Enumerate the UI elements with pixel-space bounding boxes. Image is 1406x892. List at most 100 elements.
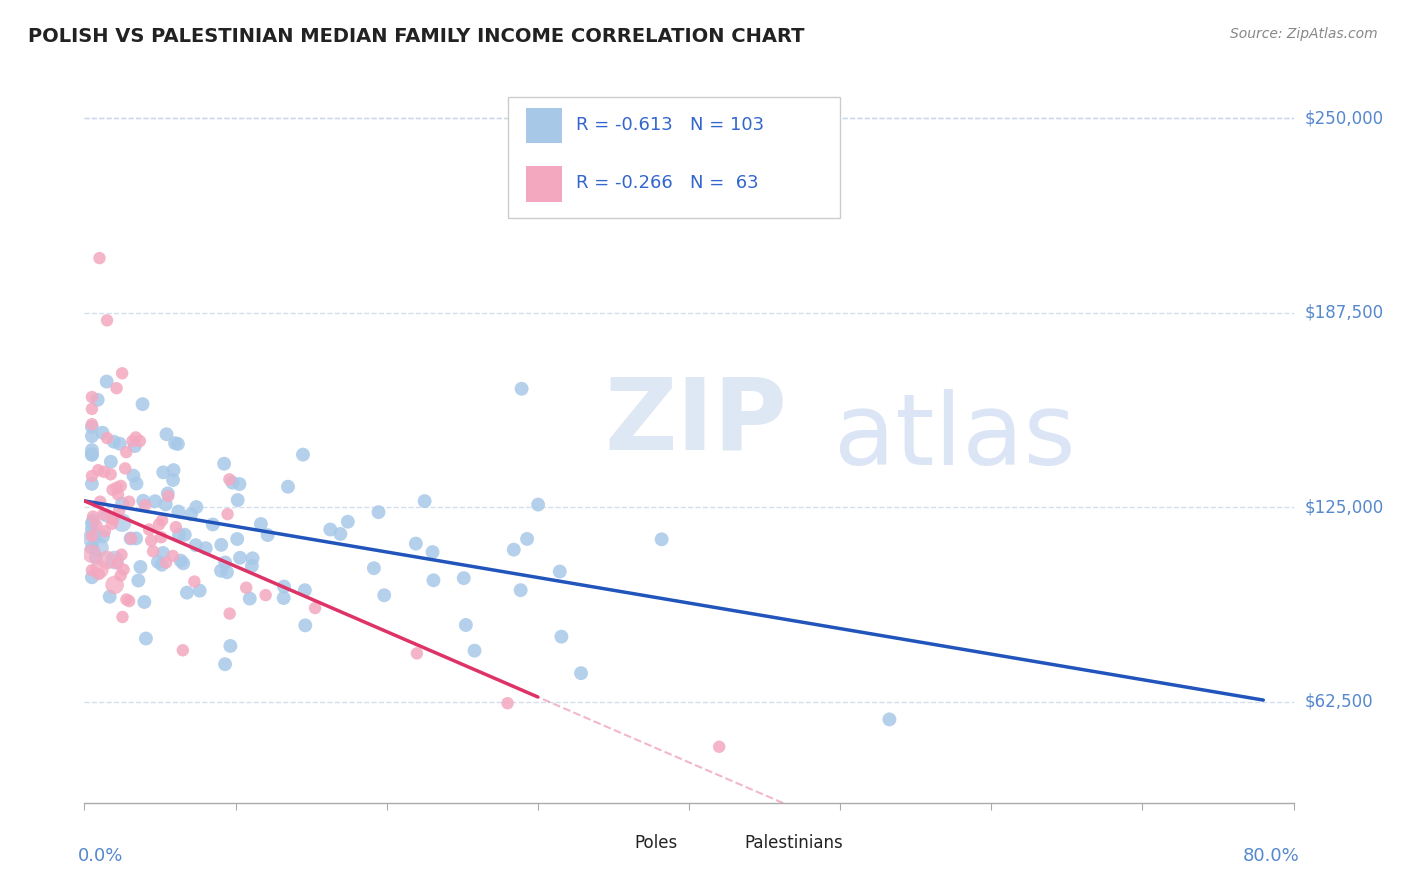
Point xyxy=(367,505,389,519)
Point xyxy=(80,429,103,443)
Point xyxy=(150,513,173,527)
Point xyxy=(114,461,136,475)
Point xyxy=(125,476,148,491)
Point xyxy=(277,480,299,494)
Point xyxy=(373,588,395,602)
Point xyxy=(101,516,124,531)
Point xyxy=(569,666,592,681)
Point xyxy=(510,382,533,396)
Point xyxy=(138,523,160,537)
Point xyxy=(120,532,142,546)
Point xyxy=(96,508,118,523)
Point xyxy=(107,557,129,571)
Point xyxy=(226,532,249,546)
Point xyxy=(122,468,145,483)
Point xyxy=(235,581,257,595)
Text: $125,000: $125,000 xyxy=(1305,498,1384,516)
Point xyxy=(120,532,142,546)
Point xyxy=(550,630,572,644)
Point xyxy=(167,527,190,541)
Point xyxy=(80,420,103,434)
Point xyxy=(107,487,129,501)
Point xyxy=(80,447,103,461)
Point xyxy=(104,553,127,567)
Point xyxy=(129,560,152,574)
Point xyxy=(82,509,104,524)
Point xyxy=(87,567,110,582)
Point xyxy=(82,514,104,528)
Point xyxy=(80,529,103,543)
Point xyxy=(186,500,208,514)
Point xyxy=(101,510,124,524)
Point xyxy=(496,696,519,710)
Point xyxy=(212,457,235,471)
Point xyxy=(80,563,103,577)
Point xyxy=(180,507,202,521)
Point xyxy=(709,739,731,754)
Point xyxy=(115,592,138,607)
Point xyxy=(111,497,134,511)
Text: ZIP: ZIP xyxy=(605,374,787,471)
Point xyxy=(80,516,103,531)
Point xyxy=(172,643,194,657)
Point xyxy=(150,558,173,572)
Point xyxy=(141,533,163,548)
Point xyxy=(80,570,103,584)
Point xyxy=(80,522,103,536)
Point xyxy=(304,601,326,615)
Point xyxy=(110,479,132,493)
Point xyxy=(548,565,571,579)
Point xyxy=(105,481,128,495)
Point xyxy=(96,553,118,567)
Point xyxy=(89,541,111,555)
Point xyxy=(146,555,169,569)
Point xyxy=(80,547,103,561)
Point xyxy=(201,517,224,532)
Point xyxy=(84,550,107,565)
Point xyxy=(86,518,108,533)
Point xyxy=(256,528,278,542)
Text: R = -0.266   N =  63: R = -0.266 N = 63 xyxy=(576,174,759,193)
Point xyxy=(155,427,177,442)
Point xyxy=(405,536,427,550)
Point xyxy=(121,434,143,449)
Point xyxy=(219,639,242,653)
Point xyxy=(108,503,131,517)
Point xyxy=(80,541,103,555)
Text: 80.0%: 80.0% xyxy=(1243,847,1299,864)
Point xyxy=(516,532,538,546)
Point xyxy=(273,591,295,605)
Point xyxy=(150,530,173,544)
Point xyxy=(169,553,191,567)
Point xyxy=(228,477,250,491)
Point xyxy=(125,430,148,444)
Point xyxy=(167,504,190,518)
Point xyxy=(214,657,236,672)
Point xyxy=(111,610,134,624)
FancyBboxPatch shape xyxy=(711,829,738,858)
Point xyxy=(209,564,232,578)
Point xyxy=(80,531,103,545)
Point xyxy=(217,507,239,521)
Point xyxy=(879,712,901,726)
Point xyxy=(96,431,118,445)
Point xyxy=(229,550,252,565)
Point xyxy=(135,632,157,646)
Point xyxy=(128,434,150,448)
Point xyxy=(156,486,179,500)
Text: atlas: atlas xyxy=(834,389,1076,485)
Point xyxy=(124,439,146,453)
Point xyxy=(101,483,124,497)
Point xyxy=(134,498,156,512)
Point xyxy=(89,494,111,508)
Point xyxy=(363,561,385,575)
Point xyxy=(502,542,524,557)
Text: $187,500: $187,500 xyxy=(1305,303,1384,322)
Text: R = -0.613   N = 103: R = -0.613 N = 103 xyxy=(576,116,765,134)
Point xyxy=(96,375,118,389)
Point xyxy=(294,583,316,598)
Point xyxy=(105,381,128,395)
Point xyxy=(91,425,114,440)
Point xyxy=(96,313,118,327)
Point xyxy=(91,529,114,543)
